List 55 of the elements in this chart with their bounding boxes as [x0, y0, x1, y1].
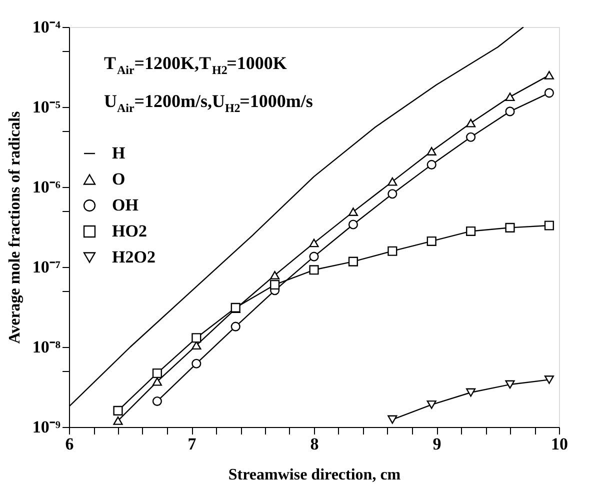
point: [270, 280, 280, 290]
point: [152, 377, 162, 386]
point: [505, 106, 515, 116]
x-tick-label: 6: [65, 434, 74, 454]
legend-label: HO2: [112, 222, 147, 240]
point: [466, 226, 476, 236]
y-tick-label: 10⁻⁸: [32, 338, 60, 356]
legend-label: O: [112, 170, 126, 188]
point: [505, 92, 515, 102]
y-tick-label: 10⁻⁴: [32, 18, 60, 36]
point: [348, 220, 358, 230]
point: [348, 256, 358, 266]
point: [388, 246, 398, 256]
point: [544, 88, 554, 98]
x-tick-label: 9: [432, 434, 442, 454]
point: [466, 118, 476, 128]
legend-label: H2O2: [112, 248, 156, 266]
x-axis-title: Streamwise direction, cm: [228, 466, 402, 484]
legend-label: OH: [112, 196, 138, 214]
point: [426, 147, 436, 156]
point: [426, 160, 436, 170]
y-tick-label: 10⁻⁶: [32, 178, 60, 196]
x-tick-label: 8: [310, 434, 319, 454]
point: [270, 270, 280, 280]
point: [466, 132, 476, 142]
point: [192, 341, 202, 350]
point: [544, 375, 554, 384]
point: [466, 388, 476, 397]
point: [113, 406, 123, 416]
point: [426, 400, 436, 409]
point: [152, 396, 162, 406]
point: [388, 415, 398, 424]
point: [152, 368, 162, 378]
point: [505, 222, 515, 232]
legend-label: H: [112, 144, 126, 162]
point: [544, 220, 554, 230]
point: [426, 236, 436, 246]
x-tick-label: 10: [551, 434, 568, 454]
point: [348, 208, 358, 216]
x-tick-label: 7: [188, 434, 197, 454]
point: [388, 177, 398, 186]
y-tick-label: 10⁻⁹: [32, 418, 60, 436]
point: [309, 238, 319, 248]
point: [192, 358, 202, 368]
point: [309, 265, 319, 275]
point: [388, 189, 398, 199]
point: [230, 322, 240, 332]
y-tick-label: 10⁻⁷: [32, 258, 60, 276]
point: [192, 333, 202, 343]
point: [544, 70, 554, 80]
point: [309, 252, 319, 262]
y-axis-title: Average mole fractions of radicals: [6, 111, 24, 344]
point: [113, 416, 123, 425]
y-tick-label: 10⁻⁵: [32, 98, 60, 116]
point: [505, 380, 515, 389]
